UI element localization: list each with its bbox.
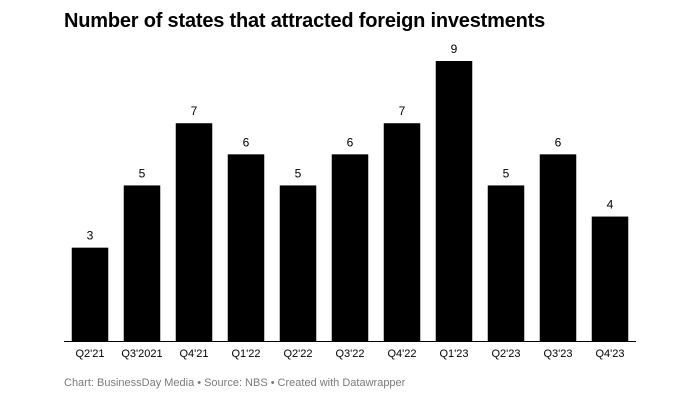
x-tick-label: Q2'22 [283, 348, 312, 360]
bar [331, 154, 369, 341]
bar [227, 154, 265, 341]
bar-value-label: 5 [139, 166, 146, 180]
x-tick-label: Q4'23 [595, 348, 624, 360]
bar-value-label: 7 [191, 104, 198, 118]
bar-value-label: 4 [607, 198, 614, 212]
bar-value-label: 7 [399, 104, 406, 118]
bar [591, 216, 629, 341]
chart-credit: Chart: BusinessDay Media [64, 377, 195, 389]
bar [539, 154, 577, 341]
x-tick-label: Q1'23 [439, 348, 468, 360]
bar [435, 61, 473, 341]
value-labels-group: 3 5 7 6 5 6 7 9 5 6 4 [87, 42, 614, 243]
bar-value-label: 6 [555, 135, 562, 149]
x-tick-label: Q2'23 [491, 348, 520, 360]
chart-footer: Chart: BusinessDay Media • Source: NBS • Cre… [64, 376, 405, 390]
chart-title: Number of states that attracted foreign … [64, 10, 546, 32]
footer-separator: • [197, 377, 202, 389]
x-tick-label: Q3'22 [335, 348, 364, 360]
bars-group [71, 61, 629, 341]
chart-source: Source: NBS [204, 377, 268, 389]
bar [487, 185, 525, 341]
bar-value-label: 3 [87, 229, 94, 243]
x-axis-tick-labels: Q2'21 Q3'2021 Q4'21 Q1'22 Q2'22 Q3'22 Q4'22 Q1'… [75, 348, 624, 360]
bar [175, 123, 213, 341]
x-tick-label: Q4'22 [387, 348, 416, 360]
x-tick-label: Q3'23 [543, 348, 572, 360]
bar [279, 185, 317, 341]
x-tick-label: Q2'21 [75, 348, 104, 360]
bar [383, 123, 421, 341]
bar-value-label: 5 [295, 166, 302, 180]
bar-value-label: 6 [243, 135, 250, 149]
chart-tool: Created with Datawrapper [277, 377, 406, 389]
bar [123, 185, 161, 341]
bar-value-label: 5 [503, 166, 510, 180]
bar-value-label: 6 [347, 135, 354, 149]
bar-value-label: 9 [451, 42, 458, 56]
x-tick-label: Q3'2021 [121, 348, 162, 360]
bar [71, 247, 109, 341]
x-tick-label: Q4'21 [179, 348, 208, 360]
x-tick-label: Q1'22 [231, 348, 260, 360]
footer-separator: • [270, 377, 275, 389]
